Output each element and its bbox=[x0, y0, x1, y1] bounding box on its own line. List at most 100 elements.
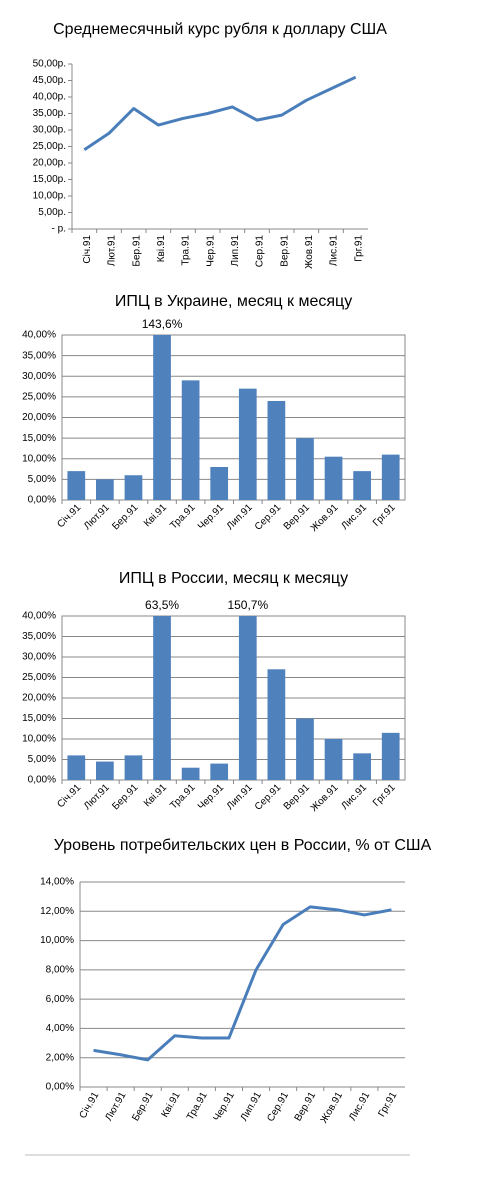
line-series bbox=[83, 75, 357, 152]
bar bbox=[96, 479, 114, 500]
y-tick-label: 8,00% bbox=[46, 964, 74, 975]
bar bbox=[353, 471, 371, 500]
y-tick-label: 20,00% bbox=[22, 412, 56, 423]
x-tick-label: Лип.91 bbox=[239, 1090, 264, 1123]
x-tick-label: Лют.91 bbox=[82, 502, 112, 532]
y-tick-label: 15,00р. bbox=[33, 174, 66, 185]
bar bbox=[381, 454, 400, 500]
x-tick-label: Січ.91 bbox=[78, 1090, 102, 1121]
x-tick-label: Грг.91 bbox=[376, 1090, 399, 1119]
x-tick-label: Кві.91 bbox=[156, 235, 167, 263]
y-tick-label: 25,00р. bbox=[33, 141, 66, 152]
y-tick-label: 5,00р. bbox=[38, 207, 66, 218]
bar bbox=[238, 616, 257, 780]
x-tick-label: Жов.91 bbox=[309, 502, 341, 534]
bars bbox=[67, 335, 400, 500]
x-tick-label: Лют.91 bbox=[107, 235, 118, 267]
bar bbox=[153, 335, 171, 500]
x-tick-label: Лис.91 bbox=[347, 1090, 372, 1123]
x-tick-label: Лют.91 bbox=[82, 782, 112, 812]
y-tick-label: 5,00% bbox=[28, 474, 56, 485]
x-tick-label: Тра.91 bbox=[168, 502, 198, 532]
chart-title: Уровень потребительских цен в России, % … bbox=[54, 837, 432, 854]
value-label: 63,5% bbox=[145, 598, 179, 612]
x-tick-label: Вер.91 bbox=[282, 782, 312, 812]
x-tick-label: Жов.91 bbox=[304, 235, 315, 269]
x-tick-label: Бер.91 bbox=[130, 1090, 156, 1123]
y-tick-label: 6,00% bbox=[46, 994, 74, 1005]
x-tick-label: Тра.91 bbox=[185, 1090, 210, 1122]
bar bbox=[124, 755, 143, 780]
y-tick-label: 14,00% bbox=[40, 877, 74, 888]
bar bbox=[296, 718, 314, 780]
y-tick-label: 40,00% bbox=[22, 611, 56, 622]
y-tick-label: 35,00р. bbox=[33, 108, 66, 119]
y-tick-label: 10,00% bbox=[22, 453, 56, 464]
bar bbox=[96, 761, 114, 780]
y-tick-label: 25,00% bbox=[22, 392, 56, 403]
x-tick-label: Чер.91 bbox=[211, 1090, 237, 1123]
bar bbox=[67, 755, 86, 780]
x-tick-label: Лис.91 bbox=[339, 502, 369, 532]
x-tick-label: Січ.91 bbox=[55, 782, 83, 810]
bar bbox=[238, 388, 257, 500]
y-tick-label: 4,00% bbox=[46, 1023, 74, 1034]
y-tick-label: 5,00% bbox=[28, 754, 56, 765]
y-tick-label: 35,00% bbox=[22, 350, 56, 361]
y-tick-label: 10,00р. bbox=[33, 191, 66, 202]
x-tick-label: Кві.91 bbox=[142, 502, 169, 529]
x-tick-label: Сер.91 bbox=[253, 782, 284, 813]
x-tick-label: Бер.91 bbox=[110, 782, 140, 812]
x-tick-label: Грг.91 bbox=[371, 502, 398, 529]
y-tick-label: 40,00% bbox=[22, 330, 56, 341]
y-tick-label: 10,00% bbox=[40, 935, 74, 946]
bar bbox=[296, 438, 314, 500]
bar bbox=[181, 380, 200, 500]
value-label: 143,6% bbox=[142, 317, 183, 331]
x-tick-label: Сер.91 bbox=[255, 235, 266, 268]
y-tick-label: 30,00р. bbox=[33, 125, 66, 136]
x-tick-label: Лип.91 bbox=[225, 782, 255, 812]
x-tick-label: Жов.91 bbox=[309, 782, 341, 814]
y-tick-label: 20,00р. bbox=[33, 158, 66, 169]
chart-title: ИПЦ в России, месяц к месяцу bbox=[119, 570, 348, 587]
x-tick-label: Січ.91 bbox=[82, 235, 93, 264]
y-tick-label: 20,00% bbox=[22, 693, 56, 704]
x-tick-label: Вер.91 bbox=[282, 502, 312, 532]
chart-title: ИПЦ в Украине, месяц к месяцу bbox=[115, 293, 352, 310]
y-tick-label: 25,00% bbox=[22, 672, 56, 683]
bars bbox=[67, 616, 400, 780]
y-tick-label: 15,00% bbox=[22, 433, 56, 444]
x-tick-label: Бер.91 bbox=[131, 235, 142, 267]
y-tick-label: 15,00% bbox=[22, 713, 56, 724]
x-tick-label: Бер.91 bbox=[110, 502, 140, 532]
x-tick-label: Сер.91 bbox=[265, 1090, 291, 1124]
x-tick-label: Лип.91 bbox=[225, 502, 255, 532]
y-tick-label: 30,00% bbox=[22, 371, 56, 382]
y-tick-label: 0,00% bbox=[28, 775, 56, 786]
x-tick-label: Грг.91 bbox=[371, 782, 398, 809]
x-tick-label: Лис.91 bbox=[339, 782, 369, 812]
x-tick-label: Кві.91 bbox=[160, 1090, 183, 1119]
x-tick-label: Сер.91 bbox=[253, 502, 284, 533]
y-tick-label: 0,00% bbox=[46, 1082, 74, 1093]
chart-title: Среднемесячный курс рубля к доллару США bbox=[53, 21, 387, 38]
x-tick-label: Вер.91 bbox=[293, 1090, 319, 1123]
bar bbox=[153, 616, 171, 780]
x-tick-label: Чер.91 bbox=[196, 502, 226, 532]
y-tick-label: 2,00% bbox=[46, 1052, 74, 1063]
x-tick-label: Тра.91 bbox=[181, 235, 192, 266]
bar bbox=[181, 767, 200, 780]
bar bbox=[324, 456, 343, 500]
y-tick-label: 50,00р. bbox=[33, 59, 66, 70]
bar bbox=[267, 669, 286, 780]
x-tick-label: Кві.91 bbox=[142, 782, 169, 809]
bar bbox=[210, 467, 229, 500]
line-series bbox=[93, 905, 392, 1062]
y-tick-label: 10,00% bbox=[22, 734, 56, 745]
y-tick-label: 12,00% bbox=[40, 906, 74, 917]
bar bbox=[124, 475, 143, 500]
bar bbox=[67, 471, 86, 500]
bar bbox=[353, 753, 371, 780]
